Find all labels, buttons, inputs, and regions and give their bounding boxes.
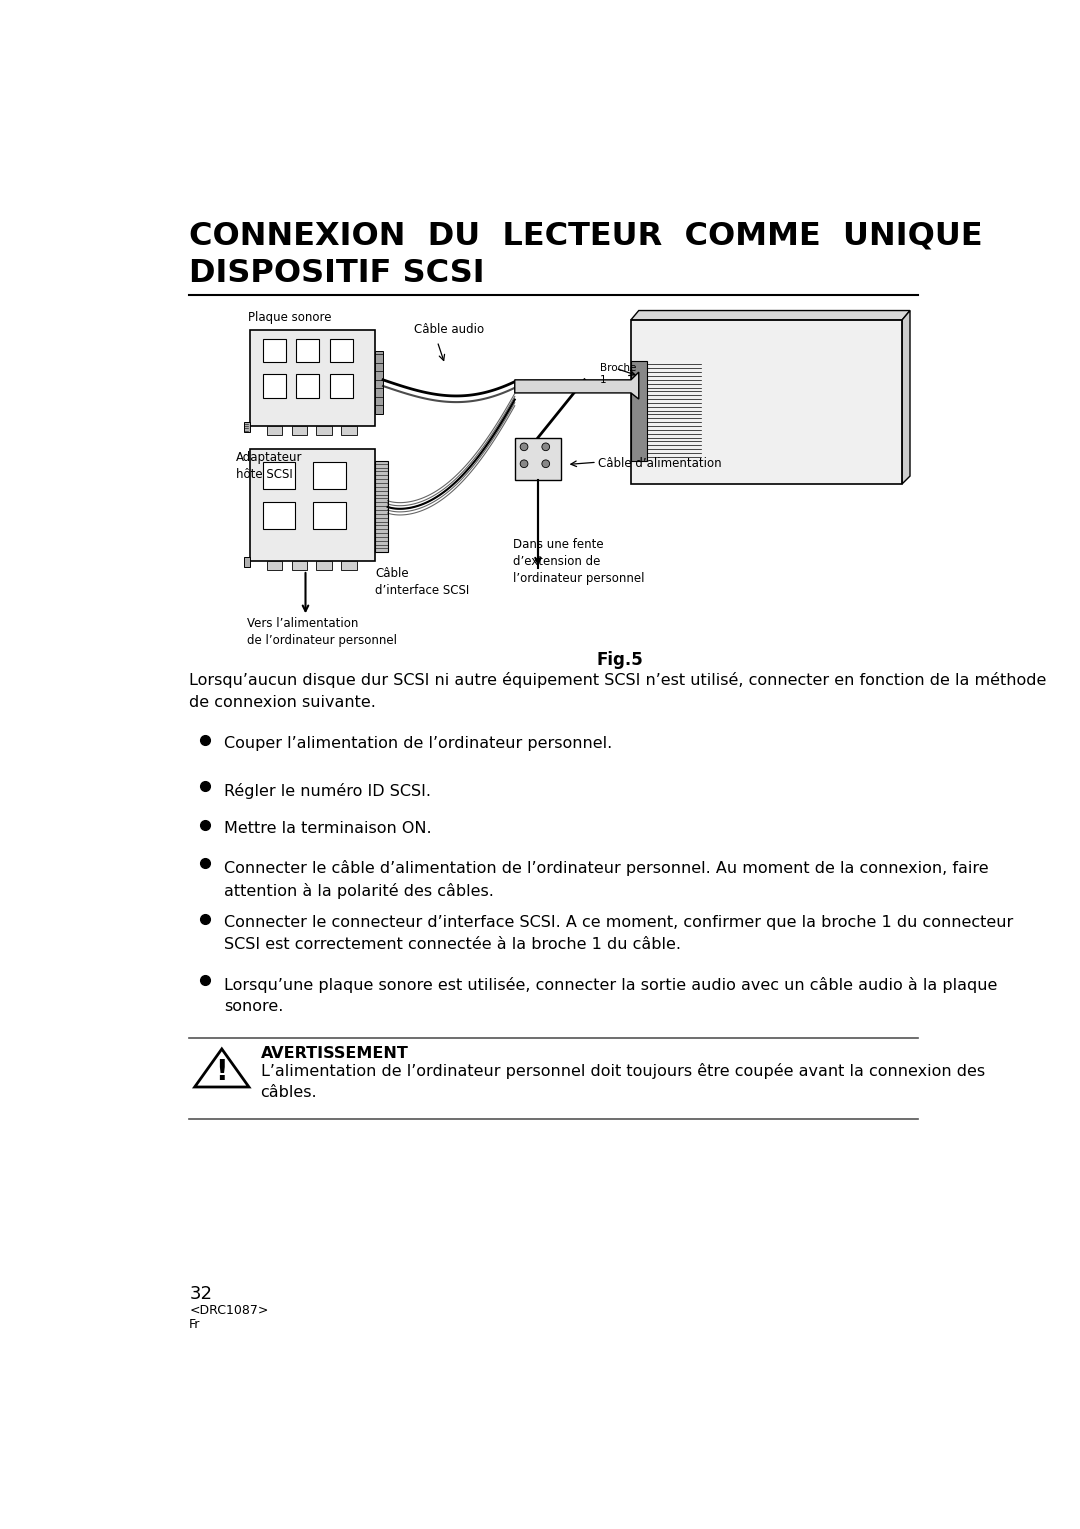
Circle shape — [521, 460, 528, 468]
Polygon shape — [296, 375, 320, 398]
Polygon shape — [902, 310, 910, 483]
Text: Vers l’alimentation
de l’ordinateur personnel: Vers l’alimentation de l’ordinateur pers… — [247, 618, 397, 647]
Text: Câble audio: Câble audio — [414, 323, 484, 336]
Polygon shape — [243, 557, 249, 567]
Text: Dans une fente
d’extension de
l’ordinateur personnel: Dans une fente d’extension de l’ordinate… — [513, 538, 645, 584]
Circle shape — [521, 443, 528, 451]
Text: 32: 32 — [189, 1284, 213, 1303]
Polygon shape — [262, 339, 286, 362]
Polygon shape — [267, 427, 282, 436]
Text: CONNEXION  DU  LECTEUR  COMME  UNIQUE: CONNEXION DU LECTEUR COMME UNIQUE — [189, 220, 983, 251]
Polygon shape — [316, 561, 332, 570]
Polygon shape — [515, 437, 562, 480]
Polygon shape — [329, 339, 353, 362]
Polygon shape — [292, 561, 307, 570]
Polygon shape — [249, 330, 375, 427]
Text: Câble
d’interface SCSI: Câble d’interface SCSI — [375, 567, 470, 596]
Text: Couper l’alimentation de l’ordinateur personnel.: Couper l’alimentation de l’ordinateur pe… — [225, 737, 612, 751]
Polygon shape — [375, 460, 388, 552]
Text: Lorsqu’une plaque sonore est utilisée, connecter la sortie audio avec un câble a: Lorsqu’une plaque sonore est utilisée, c… — [225, 977, 998, 1014]
Polygon shape — [631, 320, 902, 483]
Text: Lorsqu’aucun disque dur SCSI ni autre équipement SCSI n’est utilisé, connecter e: Lorsqu’aucun disque dur SCSI ni autre éq… — [189, 673, 1047, 709]
Polygon shape — [631, 310, 910, 320]
Polygon shape — [341, 561, 356, 570]
Text: Connecter le connecteur d’interface SCSI. A ce moment, confirmer que la broche 1: Connecter le connecteur d’interface SCSI… — [225, 914, 1013, 951]
Polygon shape — [631, 361, 647, 460]
Polygon shape — [375, 352, 383, 414]
Text: Plaque sonore: Plaque sonore — [248, 312, 332, 324]
Text: <DRC1087>: <DRC1087> — [189, 1304, 269, 1316]
Polygon shape — [329, 375, 353, 398]
Polygon shape — [313, 502, 346, 529]
Circle shape — [542, 460, 550, 468]
Text: Connecter le câble d’alimentation de l’ordinateur personnel. Au moment de la con: Connecter le câble d’alimentation de l’o… — [225, 859, 989, 899]
Text: L’alimentation de l’ordinateur personnel doit toujours être coupée avant la conn: L’alimentation de l’ordinateur personnel… — [260, 1063, 985, 1101]
Polygon shape — [341, 427, 356, 436]
Text: Régler le numéro ID SCSI.: Régler le numéro ID SCSI. — [225, 783, 431, 798]
Polygon shape — [243, 422, 249, 433]
Circle shape — [542, 443, 550, 451]
Polygon shape — [292, 427, 307, 436]
Polygon shape — [249, 450, 375, 561]
Polygon shape — [262, 462, 296, 489]
Polygon shape — [267, 561, 282, 570]
Text: Câble d’alimentation: Câble d’alimentation — [598, 457, 723, 469]
Polygon shape — [296, 339, 320, 362]
Polygon shape — [515, 372, 638, 399]
Text: AVERTISSEMENT: AVERTISSEMENT — [260, 1046, 408, 1061]
Text: DISPOSITIF SCSI: DISPOSITIF SCSI — [189, 258, 485, 289]
Polygon shape — [262, 375, 286, 398]
Text: Fr: Fr — [189, 1318, 201, 1332]
Polygon shape — [262, 502, 296, 529]
Text: Mettre la terminaison ON.: Mettre la terminaison ON. — [225, 821, 432, 836]
Polygon shape — [316, 427, 332, 436]
Polygon shape — [313, 462, 346, 489]
Text: Fig.5: Fig.5 — [596, 651, 643, 668]
Text: Adaptateur
hôte SCSI: Adaptateur hôte SCSI — [235, 451, 302, 482]
Text: Broche
1: Broche 1 — [600, 362, 636, 385]
Text: !: ! — [216, 1058, 228, 1086]
